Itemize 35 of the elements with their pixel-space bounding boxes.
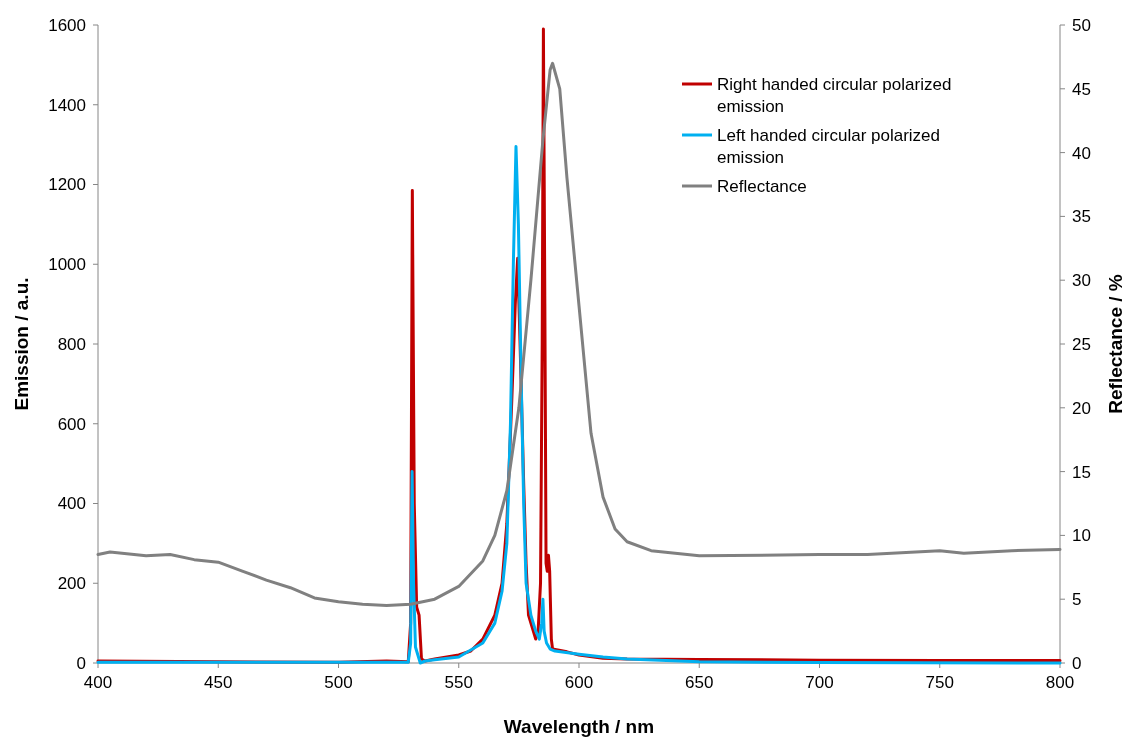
y2-tick-label: 10 <box>1072 526 1091 546</box>
y-tick-label: 800 <box>57 334 86 354</box>
y2-tick-label: 0 <box>1072 653 1082 673</box>
y2-tick-label: 50 <box>1072 15 1091 35</box>
y-axis-title: Emission / a.u. <box>11 277 32 411</box>
x-tick-label: 450 <box>204 673 233 692</box>
y-tick-label: 1200 <box>48 175 86 195</box>
y2-axis-title: Reflectance / % <box>1105 274 1126 414</box>
y2-tick-label: 35 <box>1072 207 1091 227</box>
x-tick-label: 800 <box>1045 673 1075 692</box>
y2-tick-label: 15 <box>1072 462 1091 482</box>
y-tick-label: 400 <box>57 494 86 514</box>
x-tick-label: 650 <box>685 673 714 692</box>
x-tick-label: 700 <box>805 673 834 692</box>
x-tick-label: 400 <box>83 673 113 692</box>
y2-tick-label: 20 <box>1072 398 1091 418</box>
y-tick-label: 600 <box>57 414 86 434</box>
x-tick-label: 500 <box>324 673 353 692</box>
y2-tick-label: 5 <box>1072 590 1082 610</box>
legend-label: Reflectance <box>717 177 807 196</box>
y-tick-label: 200 <box>57 574 86 594</box>
legend-label: Left handed circular polarized emission <box>717 126 941 167</box>
y2-tick-label: 40 <box>1072 143 1091 163</box>
y-tick-label: 1600 <box>48 15 86 35</box>
x-axis-title: Wavelength / nm <box>503 716 655 737</box>
y-tick-label: 0 <box>76 653 86 673</box>
y2-tick-label: 30 <box>1072 271 1091 291</box>
legend-label: Right handed circular polarized emission <box>717 75 952 116</box>
y-tick-label: 1400 <box>48 95 86 115</box>
x-tick-label: 750 <box>925 673 954 692</box>
x-tick-label: 600 <box>564 673 594 692</box>
y-tick-label: 1000 <box>48 255 86 275</box>
y2-tick-label: 45 <box>1072 79 1091 99</box>
y2-tick-label: 25 <box>1072 334 1091 354</box>
x-tick-label: 550 <box>444 673 473 692</box>
